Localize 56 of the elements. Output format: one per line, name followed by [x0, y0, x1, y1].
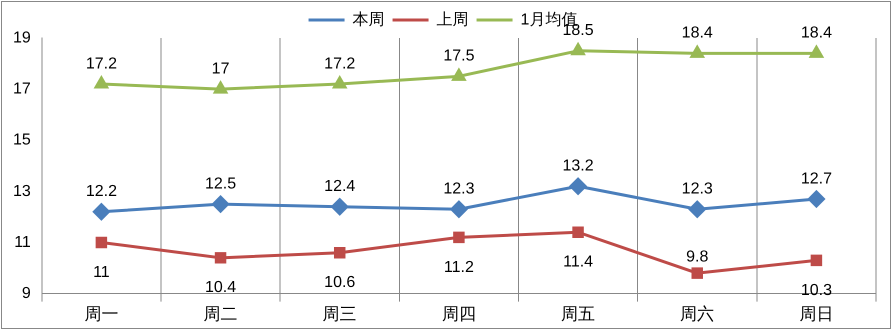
data-label: 18.4 [800, 24, 832, 42]
data-label: 12.7 [800, 170, 832, 188]
point [571, 43, 585, 56]
data-label: 10.3 [800, 282, 832, 299]
x-tick-label: 周日 [799, 304, 834, 324]
point [450, 200, 468, 218]
x-tick-label: 周一 [84, 304, 118, 324]
data-label: 17 [212, 60, 230, 78]
point [808, 190, 825, 208]
data-label: 18.4 [682, 24, 713, 42]
data-label: 12.3 [682, 180, 713, 198]
y-tick-label: 15 [13, 132, 31, 149]
point [810, 46, 824, 58]
legend-label: 上周 [436, 10, 469, 28]
point [570, 178, 587, 195]
data-label: 13.2 [562, 158, 594, 175]
data-label: 11 [93, 264, 110, 281]
data-label: 9.8 [686, 248, 708, 266]
point [96, 236, 108, 248]
x-tick-label: 周二 [204, 304, 238, 324]
x-tick-label: 周六 [680, 304, 714, 324]
point [333, 76, 346, 89]
point [92, 203, 110, 220]
data-label: 12.5 [204, 176, 236, 193]
data-label: 10.4 [204, 279, 236, 296]
point [331, 198, 348, 216]
legend-label: 本周 [352, 10, 385, 28]
x-tick-label: 周五 [561, 304, 596, 324]
data-label: 17.2 [324, 55, 356, 72]
point [572, 226, 584, 238]
data-label: 17.5 [443, 48, 475, 65]
data-label: 10.6 [324, 274, 356, 292]
data-label: 17.2 [86, 55, 118, 72]
point [690, 46, 704, 58]
point [334, 246, 346, 258]
data-label: 12.4 [324, 178, 356, 196]
y-tick-label: 17 [13, 80, 31, 98]
data-label: 11.2 [444, 258, 474, 276]
y-tick-label: 13 [13, 182, 31, 200]
data-label: 11.4 [563, 254, 594, 271]
point [810, 254, 822, 266]
point [692, 267, 703, 279]
point [688, 200, 706, 218]
point [214, 252, 226, 264]
data-label: 12.3 [443, 180, 475, 198]
point [214, 82, 228, 94]
point [453, 232, 465, 244]
data-label: 12.2 [86, 183, 118, 200]
y-tick-label: 19 [13, 29, 31, 46]
point [452, 68, 466, 81]
point [94, 76, 108, 89]
y-tick-label: 9 [22, 285, 31, 302]
x-tick-label: 周三 [322, 304, 357, 324]
point [212, 196, 230, 213]
x-tick-label: 周四 [442, 304, 476, 324]
y-tick-label: 11 [14, 234, 31, 251]
